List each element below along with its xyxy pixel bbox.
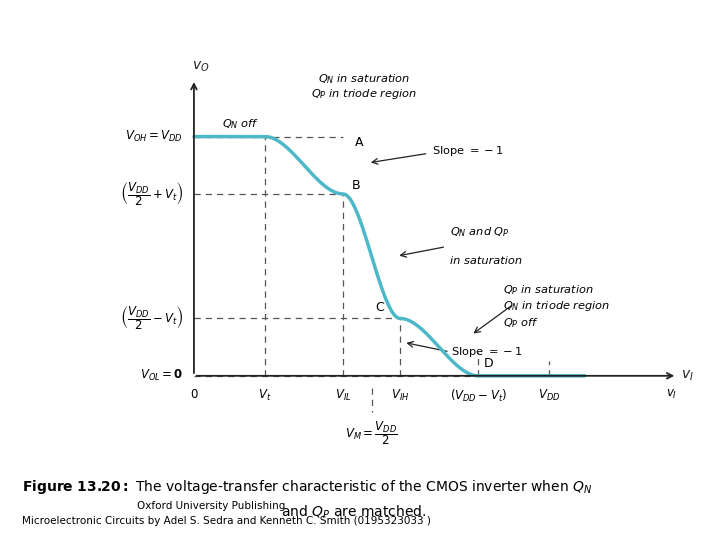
Text: $Q_N$ in saturation: $Q_N$ in saturation: [318, 72, 410, 86]
Text: $V_{OH} = V_{DD}$: $V_{OH} = V_{DD}$: [125, 129, 184, 144]
Text: $Q_N$ in triode region: $Q_N$ in triode region: [503, 300, 611, 313]
Text: Slope $= -1$: Slope $= -1$: [432, 144, 503, 158]
Text: Slope $= -1$: Slope $= -1$: [451, 345, 523, 359]
Text: in saturation: in saturation: [450, 256, 522, 266]
Text: $V_{IH}$: $V_{IH}$: [391, 388, 409, 403]
Text: $V_t$: $V_t$: [258, 388, 271, 403]
Text: $V_M = \dfrac{V_{DD}}{2}$: $V_M = \dfrac{V_{DD}}{2}$: [345, 419, 398, 447]
Text: $Q_N$ off: $Q_N$ off: [222, 117, 258, 131]
Text: A: A: [355, 136, 364, 148]
Text: D: D: [484, 357, 493, 370]
Text: Microelectronic Circuits by Adel S. Sedra and Kenneth C. Smith (0195323033 ): Microelectronic Circuits by Adel S. Sedr…: [22, 516, 431, 526]
Text: $V_{DD}$: $V_{DD}$: [538, 388, 560, 403]
Text: $V_{OL} = \mathbf{0}$: $V_{OL} = \mathbf{0}$: [140, 368, 184, 383]
Text: $v_I$: $v_I$: [666, 388, 677, 401]
Text: $\left(\dfrac{V_{DD}}{2} - V_t\right)$: $\left(\dfrac{V_{DD}}{2} - V_t\right)$: [120, 305, 184, 332]
Text: $\mathbf{Figure\ 13.20:}$ The voltage-transfer characteristic of the CMOS invert: $\mathbf{Figure\ 13.20:}$ The voltage-tr…: [22, 478, 592, 496]
Text: Oxford University Publishing: Oxford University Publishing: [137, 501, 285, 511]
Text: $V_{IL}$: $V_{IL}$: [335, 388, 351, 403]
Text: $Q_P$ off: $Q_P$ off: [503, 316, 539, 330]
Text: and $\mathit{Q_P}$ are matched.: and $\mathit{Q_P}$ are matched.: [281, 503, 426, 521]
Text: $v_O$: $v_O$: [192, 60, 210, 75]
Text: $Q_P$ in triode region: $Q_P$ in triode region: [311, 87, 418, 100]
Text: $Q_N$ and $Q_P$: $Q_N$ and $Q_P$: [450, 226, 509, 239]
Text: B: B: [351, 179, 360, 192]
Text: $(V_{DD} - V_t)$: $(V_{DD} - V_t)$: [449, 388, 507, 404]
Text: C: C: [375, 301, 384, 314]
Text: $0$: $0$: [189, 388, 198, 401]
Text: $Q_P$ in saturation: $Q_P$ in saturation: [503, 283, 594, 296]
Text: $v_I$: $v_I$: [680, 369, 693, 383]
Text: $\left(\dfrac{V_{DD}}{2} + V_t\right)$: $\left(\dfrac{V_{DD}}{2} + V_t\right)$: [120, 180, 184, 208]
